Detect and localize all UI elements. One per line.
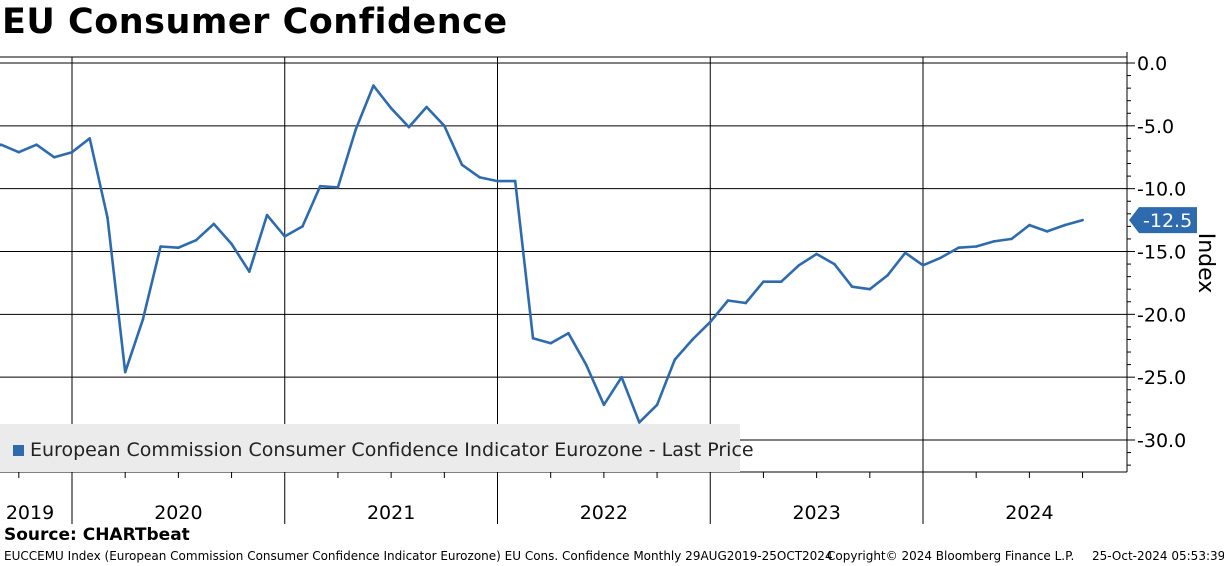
data-point [868,287,872,291]
y-tick-label: -15.0 [1137,242,1186,264]
data-point [141,318,145,321]
data-point [53,156,56,159]
y-tick-label: -20.0 [1137,304,1186,326]
data-point [691,338,694,341]
data-point [620,375,623,379]
data-point [265,213,269,217]
data-point [248,270,251,273]
y-tick-label: -25.0 [1137,367,1186,389]
data-point [35,143,38,146]
data-point [407,125,411,129]
data-point [833,262,836,266]
data-point [549,341,552,345]
data-point [1010,237,1013,241]
data-point [939,256,942,260]
data-point [921,264,925,267]
data-point [638,421,641,424]
data-point [318,184,322,188]
data-point [336,186,340,189]
data-point [815,252,818,256]
axis-layer: 0.0 -5.0 -10.0 -15.0 -20.0 -25.0 -30.0 2019 2020… [0,52,1186,524]
data-point [655,403,659,407]
x-tick-label: 2019 [6,502,54,524]
data-point [478,176,482,179]
y-tick-label: -5.0 [1137,116,1174,138]
x-tick-label: 2024 [1005,502,1053,524]
data-point [762,280,765,284]
data-point [797,264,801,267]
x-tick-label: 2022 [580,502,628,524]
data-point [709,320,712,324]
data-point [0,143,3,146]
last-value-marker-layer: -12.5 [1129,207,1197,234]
source-label: Source: CHARTbeat [4,525,190,545]
data-point [886,274,889,277]
x-tick-label: 2023 [792,502,840,524]
data-point [123,370,127,374]
data-point [602,403,606,407]
data-point [17,150,21,154]
legend-label: European Commission Consumer Confidence … [30,439,754,461]
data-point [584,363,588,366]
data-point [1045,230,1049,233]
data-point [354,128,358,131]
data-point [726,299,730,302]
data-point [1028,223,1031,227]
data-point [974,245,978,248]
data-point [992,240,996,243]
footer-copyright: Copyright© 2024 Bloomberg Finance L.P. [827,549,1075,563]
chart-title: EU Consumer Confidence [2,2,508,42]
data-point [283,235,287,238]
y-tick-label: 0.0 [1137,53,1167,75]
data-point [850,285,854,289]
data-point [212,222,216,226]
last-value-tag [1129,207,1197,234]
data-point [673,358,677,361]
data-point [177,246,180,249]
data-point [230,242,233,246]
data-point [567,331,570,335]
y-axis-label: Index [1193,233,1218,294]
legend-swatch [13,445,24,456]
data-point [957,246,960,249]
data-point [443,124,446,128]
data-point [744,301,747,305]
data-point [159,245,162,248]
x-tick-label: 2020 [154,502,202,524]
series-layer [0,84,1084,424]
data-point [88,137,91,140]
data-point [460,163,464,167]
data-point [496,179,499,183]
grid-layer [0,56,1127,472]
data-point [1081,218,1084,222]
data-point [425,105,428,109]
data-point [372,84,375,87]
last-value-label: -12.5 [1143,210,1192,232]
series-line [0,84,1083,424]
legend: European Commission Consumer Confidence … [0,424,754,472]
data-point [106,216,109,219]
data-point [904,251,907,255]
data-point [513,179,517,183]
data-point [531,336,535,340]
data-point [1063,223,1067,227]
data-point [301,225,304,228]
data-point [779,280,783,284]
footer-timestamp: 25-Oct-2024 05:53:39 [1092,549,1224,563]
data-point [70,150,74,154]
x-tick-label: 2021 [367,502,415,524]
data-point [389,106,393,110]
y-tick-label: -10.0 [1137,179,1186,201]
y-tick-label: -30.0 [1137,430,1186,452]
data-point [194,238,198,242]
footer-index-description: EUCCEMU Index (European Commission Consu… [4,549,833,563]
